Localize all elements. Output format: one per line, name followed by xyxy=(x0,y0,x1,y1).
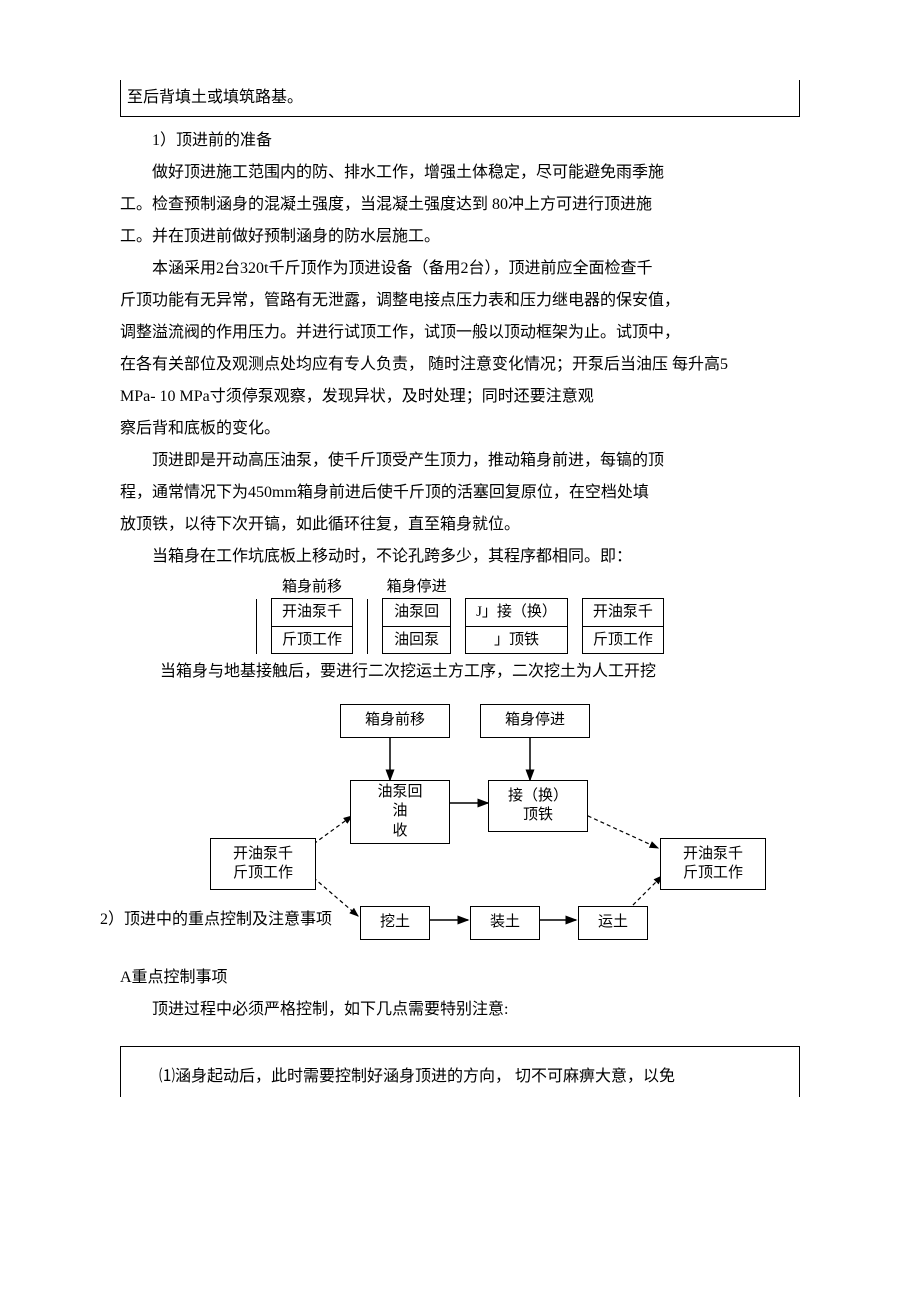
node-box-dig: 挖土 xyxy=(360,906,430,940)
node-forward: 箱身前移 xyxy=(365,711,425,731)
sec1-p1: 做好顶进施工范围内的防、排水工作，增强土体稳定，尽可能避免雨季施 xyxy=(120,157,800,189)
node-box-start-right: 开油泵千 斤顶工作 xyxy=(660,838,766,890)
flow-after-text: 当箱身与地基接触后，要进行二次挖运土方工序，二次挖土为人工开挖 xyxy=(160,656,800,688)
flow-c4-l1: 开油泵千 xyxy=(582,599,663,627)
page-top-continuation: 至后背填土或填筑路基。 xyxy=(120,80,800,117)
sec1-p5: 斤顶功能有无异常，管路有无泄露，调整电接点压力表和压力继电器的保安值， xyxy=(120,285,800,317)
sec1-p8: MPa- 10 MPa寸须停泵观察，发现异状，及时处理；同时还要注意观 xyxy=(120,381,800,413)
flow-c2-l1: 油泵回 xyxy=(383,599,451,627)
sec1-p11: 程，通常情况下为450mm箱身前进后使千斤顶的活塞回复原位，在空档处填 xyxy=(120,477,800,509)
sec1-p9: 察后背和底板的变化。 xyxy=(120,413,800,445)
node-box-stop: 箱身停进 xyxy=(480,704,590,738)
node-pump-return: 油泵回 油 收 xyxy=(377,783,422,842)
flow-c2-l2: 油回泵 xyxy=(383,626,451,654)
node-box-haul: 运土 xyxy=(578,906,648,940)
sec1-p2: 工。检查预制涵身的混凝土强度，当混凝土强度达到 80冲上方可进行顶进施 xyxy=(120,189,800,221)
flow-c3-l2: 」顶铁 xyxy=(466,626,568,654)
flow-c1-l2: 斤顶工作 xyxy=(272,626,353,654)
flow-head-b: 箱身停进 xyxy=(383,577,451,599)
node-box-start-left: 开油泵千 斤顶工作 xyxy=(210,838,316,890)
sec1-p4: 本涵采用2台320t千斤顶作为顶进设备（备用2台），顶进前应全面检查千 xyxy=(120,253,800,285)
sec1-p6: 调整溢流阀的作用压力。并进行试顶工作，试顶一般以顶动框架为止。试顶中， xyxy=(120,317,800,349)
node-load: 装土 xyxy=(490,913,520,933)
sec2-footer: ⑴涵身起动后，此时需要控制好涵身顶进的方向， 切不可麻痹大意，以免 xyxy=(127,1061,793,1093)
sec1-p10: 顶进即是开动高压油泵，使千斤顶受产生顶力，推动箱身前进，每镐的顶 xyxy=(120,445,800,477)
sec2-heading: 2）顶进中的重点控制及注意事项 xyxy=(100,904,332,936)
node-dig: 挖土 xyxy=(380,913,410,933)
flow-table: 箱身前移 箱身停进 开油泵千 油泵回 J」接（换） 开油泵千 斤顶工作 油回泵 … xyxy=(256,577,664,654)
flow-c4-l2: 斤顶工作 xyxy=(582,626,663,654)
sec1-p3: 工。并在顶进前做好预制涵身的防水层施工。 xyxy=(120,221,800,253)
node-box-load: 装土 xyxy=(470,906,540,940)
sec2-p1: 顶进过程中必须严格控制，如下几点需要特别注意: xyxy=(120,994,800,1026)
node-stop: 箱身停进 xyxy=(505,711,565,731)
node-box-tie: 接（换） 顶铁 xyxy=(488,780,588,832)
node-box-forward: 箱身前移 xyxy=(340,704,450,738)
node-start-left: 开油泵千 斤顶工作 xyxy=(233,845,293,884)
node-box-pump-return: 油泵回 油 收 xyxy=(350,780,450,844)
sec1-p12: 放顶铁，以待下次开镐，如此循环往复，直至箱身就位。 xyxy=(120,509,800,541)
node-start-right: 开油泵千 斤顶工作 xyxy=(683,845,743,884)
document-page: 至后背填土或填筑路基。 1）顶进前的准备 做好顶进施工范围内的防、排水工作，增强… xyxy=(0,0,920,1157)
process-diagram: 箱身前移 箱身停进 油泵回 油 收 接（换） 顶铁 开油泵千 斤顶工作 开油泵千… xyxy=(210,698,770,958)
node-haul: 运土 xyxy=(598,913,628,933)
flow-c3-l1: J」接（换） xyxy=(466,599,568,627)
flow-head-a: 箱身前移 xyxy=(272,577,353,599)
top-continuation-text: 至后背填土或填筑路基。 xyxy=(127,89,303,106)
flow-c1-l1: 开油泵千 xyxy=(272,599,353,627)
node-tie: 接（换） 顶铁 xyxy=(508,787,568,826)
sec2-sub: A重点控制事项 xyxy=(120,962,800,994)
page-bottom-continuation: ⑴涵身起动后，此时需要控制好涵身顶进的方向， 切不可麻痹大意，以免 xyxy=(120,1046,800,1097)
sec1-p7: 在各有关部位及观测点处均应有专人负责， 随时注意变化情况；开泵后当油压 每升高5 xyxy=(120,349,800,381)
sec1-p13: 当箱身在工作坑底板上移动时，不论孔跨多少，其程序都相同。即： xyxy=(120,541,800,573)
sec1-heading: 1）顶进前的准备 xyxy=(120,125,800,157)
